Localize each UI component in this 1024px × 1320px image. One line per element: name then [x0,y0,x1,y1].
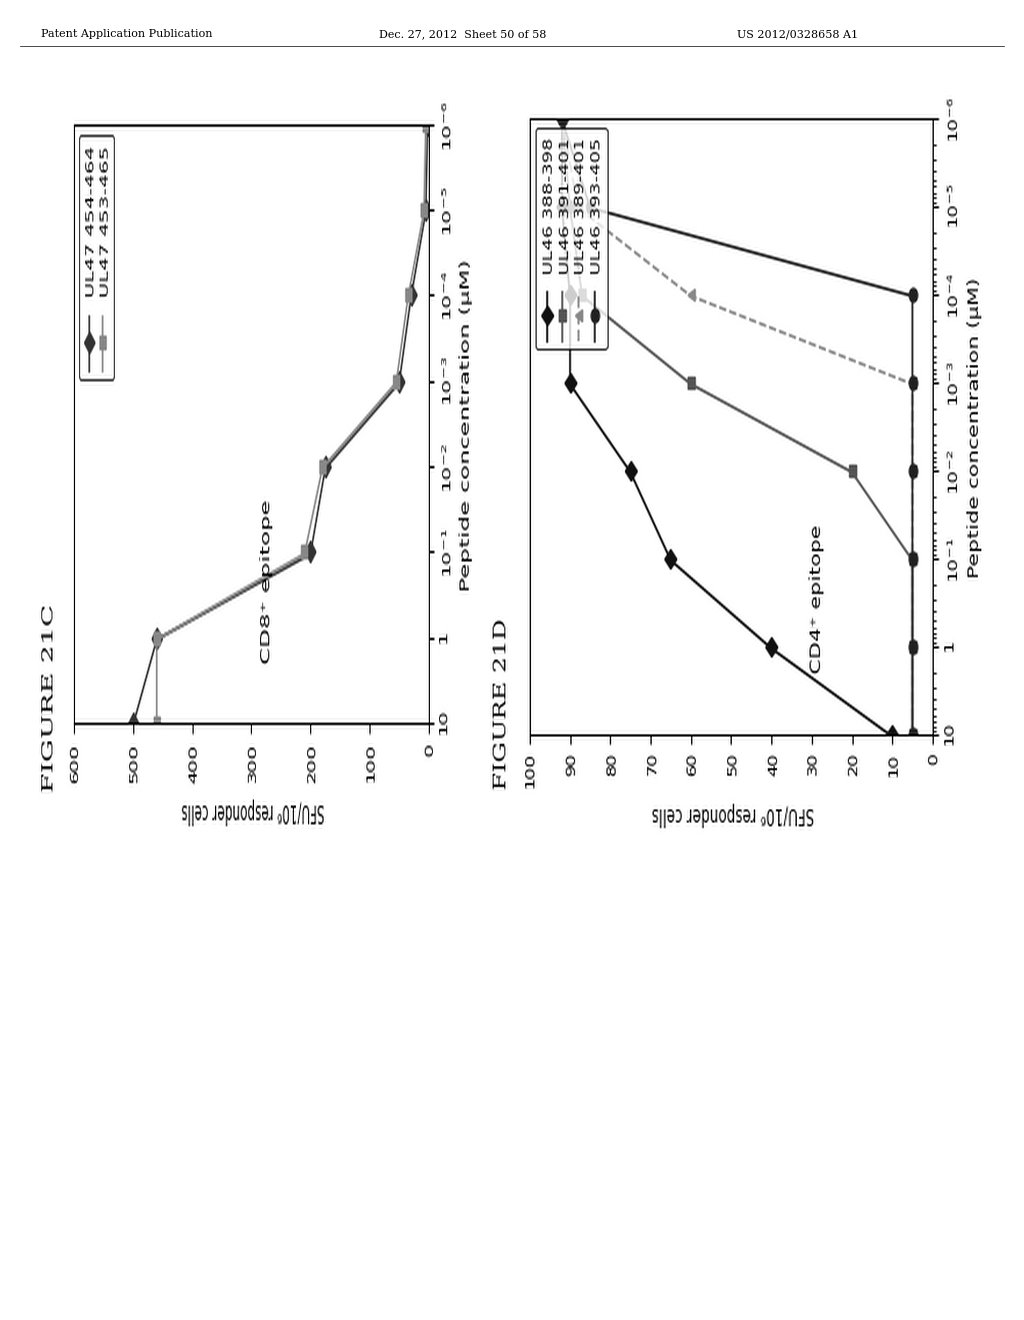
Text: Dec. 27, 2012  Sheet 50 of 58: Dec. 27, 2012 Sheet 50 of 58 [379,29,546,40]
Text: Patent Application Publication: Patent Application Publication [41,29,212,40]
Text: US 2012/0328658 A1: US 2012/0328658 A1 [737,29,858,40]
